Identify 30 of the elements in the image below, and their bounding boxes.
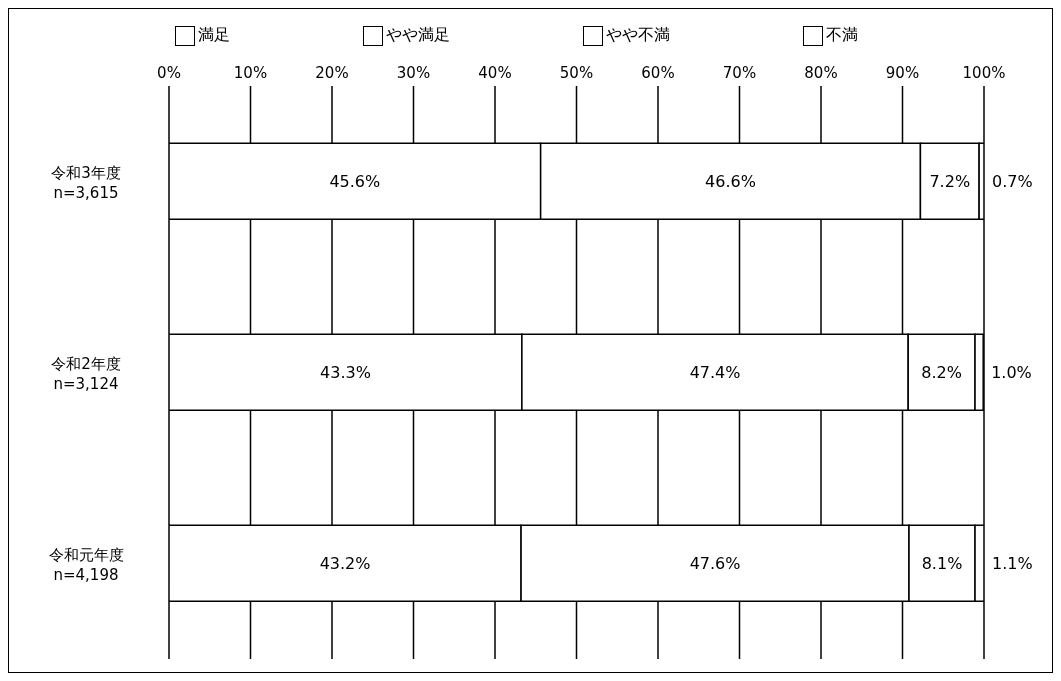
legend-label: 不満 <box>824 25 858 46</box>
x-tick-label: 50% <box>559 64 594 82</box>
data-label: 43.3% <box>320 363 371 383</box>
data-label: 43.2% <box>319 554 371 574</box>
data-label: 8.2% <box>921 363 962 383</box>
legend-label: やや満足 <box>385 25 451 46</box>
x-tick-label: 0% <box>157 64 181 82</box>
x-tick-label: 40% <box>478 64 512 82</box>
data-label: 47.4% <box>689 363 741 383</box>
x-tick-label: 60% <box>641 64 675 82</box>
x-tick-label: 30% <box>396 64 431 82</box>
x-tick-label: 20% <box>315 64 349 82</box>
data-label: 8.1% <box>921 554 963 574</box>
data-label: 47.6% <box>689 554 741 574</box>
x-tick-label: 70% <box>722 64 757 82</box>
x-tick-label: 80% <box>804 64 838 82</box>
data-label: 7.2% <box>929 172 971 192</box>
y-tick-label: 令和元年度 n=4,198 <box>48 545 124 584</box>
data-label: 1.0% <box>991 363 1032 383</box>
x-tick-label: 90% <box>885 64 920 82</box>
data-label: 0.7% <box>992 172 1033 192</box>
data-label: 1.1% <box>992 554 1033 574</box>
legend-label: 満足 <box>197 25 231 46</box>
data-label: 46.6% <box>705 172 756 192</box>
y-tick-label: 令和2年度 n=3,124 <box>51 354 121 393</box>
legend-label: やや不満 <box>604 25 670 46</box>
y-tick-label: 令和3年度 n=3,615 <box>51 163 121 202</box>
x-tick-label: 100% <box>962 64 1006 82</box>
data-label: 45.6% <box>329 172 381 192</box>
x-tick-label: 10% <box>233 64 268 82</box>
